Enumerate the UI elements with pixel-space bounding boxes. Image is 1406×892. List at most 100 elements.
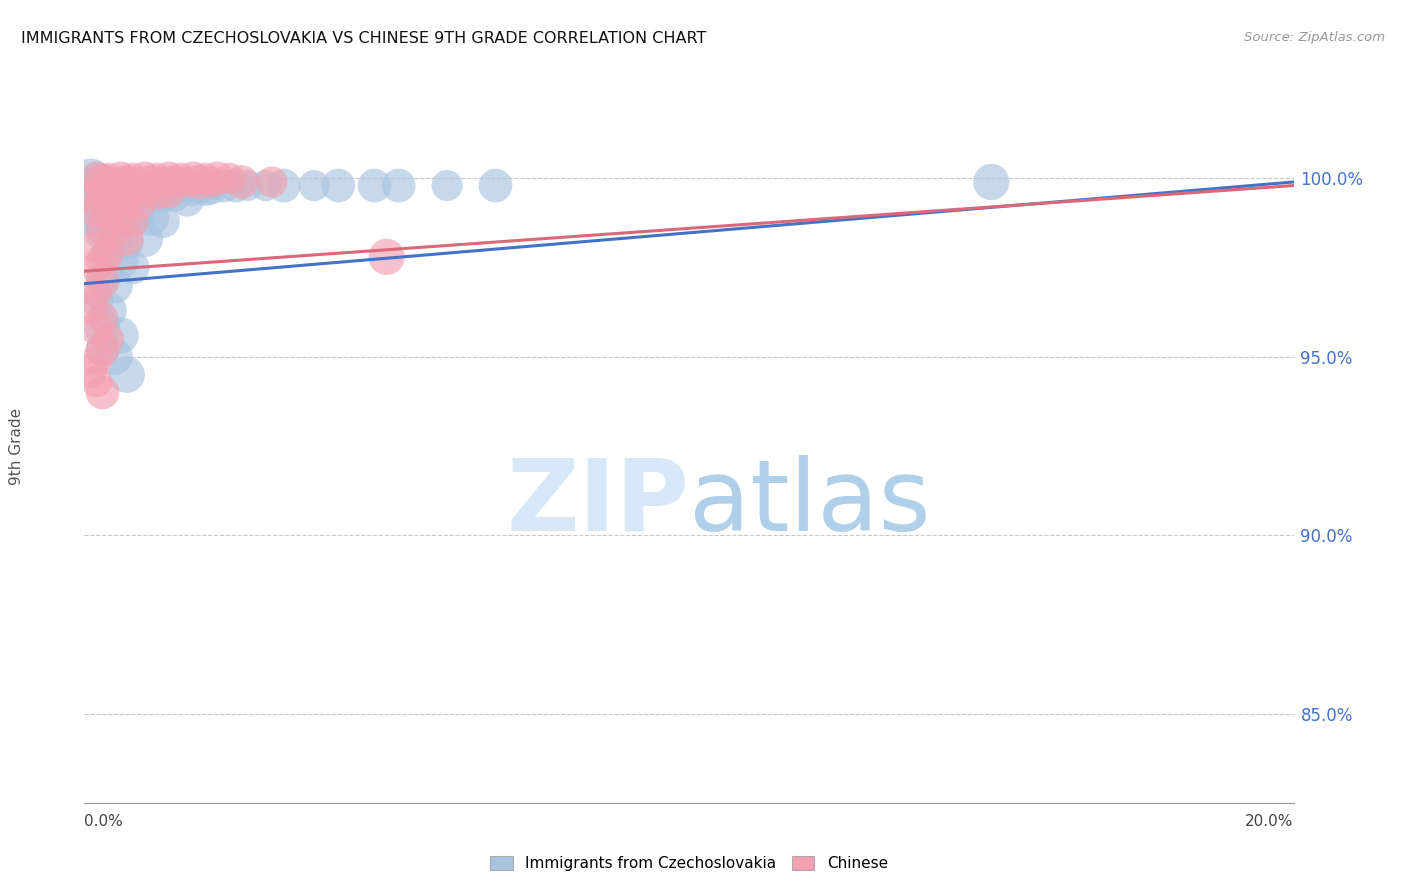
Point: [165, 175, 187, 189]
Point: [104, 178, 127, 193]
Point: [188, 182, 211, 196]
Point: [152, 189, 174, 203]
Point: [121, 171, 143, 186]
Point: [91, 186, 114, 200]
Point: [91, 175, 114, 189]
Point: [86, 285, 108, 300]
Point: [115, 186, 138, 200]
Point: [254, 178, 277, 193]
Point: [97, 171, 120, 186]
Point: [121, 182, 143, 196]
Point: [139, 211, 162, 225]
Point: [97, 246, 120, 260]
Point: [181, 182, 204, 196]
Point: [91, 321, 114, 335]
Point: [110, 171, 132, 186]
Point: [134, 171, 156, 186]
Point: [146, 186, 169, 200]
Text: 9th Grade: 9th Grade: [8, 408, 24, 484]
Point: [980, 175, 1002, 189]
Point: [115, 232, 138, 246]
Point: [134, 232, 156, 246]
Point: [157, 178, 180, 193]
Point: [388, 178, 411, 193]
Point: [328, 178, 350, 193]
Point: [225, 178, 247, 193]
Point: [86, 293, 108, 307]
Point: [97, 303, 120, 318]
Point: [97, 207, 120, 221]
Point: [146, 182, 169, 196]
Point: [302, 178, 325, 193]
Point: [121, 214, 143, 228]
Point: [86, 321, 108, 335]
Point: [104, 228, 127, 243]
Point: [104, 225, 127, 239]
Point: [79, 364, 101, 378]
Point: [104, 203, 127, 218]
Point: [134, 186, 156, 200]
Point: [79, 300, 101, 314]
Text: ZIP: ZIP: [506, 455, 689, 551]
Point: [91, 385, 114, 400]
Point: [110, 211, 132, 225]
Point: [260, 175, 283, 189]
Point: [139, 175, 162, 189]
Point: [188, 175, 211, 189]
Point: [79, 189, 101, 203]
Point: [115, 178, 138, 193]
Point: [170, 171, 193, 186]
Point: [86, 171, 108, 186]
Point: [104, 175, 127, 189]
Point: [86, 239, 108, 253]
Point: [115, 196, 138, 211]
Point: [121, 260, 143, 275]
Point: [104, 350, 127, 364]
Point: [79, 200, 101, 214]
Point: [91, 253, 114, 268]
Point: [218, 171, 240, 186]
Point: [86, 353, 108, 368]
Text: 20.0%: 20.0%: [1246, 814, 1294, 829]
Point: [91, 225, 114, 239]
Point: [121, 182, 143, 196]
Point: [79, 175, 101, 189]
Point: [86, 375, 108, 389]
Point: [91, 310, 114, 325]
Point: [484, 178, 506, 193]
Point: [236, 178, 259, 193]
Point: [104, 186, 127, 200]
Point: [134, 182, 156, 196]
Point: [91, 175, 114, 189]
Point: [128, 207, 150, 221]
Point: [139, 182, 162, 196]
Text: Source: ZipAtlas.com: Source: ZipAtlas.com: [1244, 31, 1385, 45]
Point: [207, 171, 229, 186]
Point: [97, 332, 120, 346]
Point: [115, 175, 138, 189]
Point: [152, 175, 174, 189]
Point: [139, 186, 162, 200]
Point: [115, 368, 138, 382]
Point: [128, 182, 150, 196]
Point: [194, 182, 217, 196]
Point: [115, 207, 138, 221]
Point: [176, 175, 198, 189]
Point: [91, 200, 114, 214]
Text: 0.0%: 0.0%: [84, 814, 124, 829]
Legend: Immigrants from Czechoslovakia, Chinese: Immigrants from Czechoslovakia, Chinese: [484, 850, 894, 877]
Point: [115, 235, 138, 250]
Point: [146, 171, 169, 186]
Point: [97, 182, 120, 196]
Point: [91, 275, 114, 289]
Point: [128, 175, 150, 189]
Point: [97, 175, 120, 189]
Point: [200, 175, 222, 189]
Point: [110, 182, 132, 196]
Point: [152, 214, 174, 228]
Point: [97, 246, 120, 260]
Point: [110, 253, 132, 268]
Point: [110, 328, 132, 343]
Point: [200, 182, 222, 196]
Text: atlas: atlas: [689, 455, 931, 551]
